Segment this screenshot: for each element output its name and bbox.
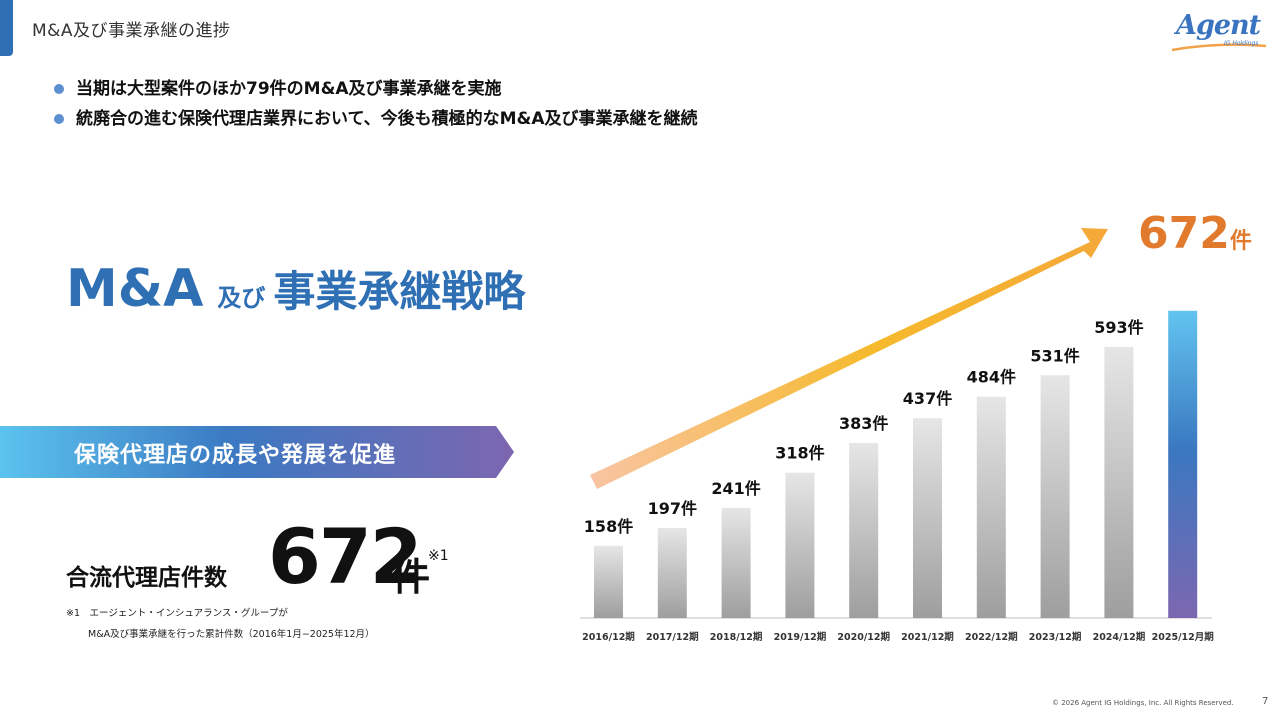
bar-value-label: 241件 [711, 479, 760, 498]
strategy-title-main: 事業承継戦略 [273, 267, 526, 316]
bullet-item: 統廃合の進む保険代理店業界において、今後も積極的なM&A及び事業承継を継続 [54, 104, 698, 134]
bullet-dot-icon [54, 84, 64, 94]
merge-count-unit: 件 [392, 555, 431, 599]
bar [849, 442, 879, 618]
total-count-unit: 件 [1229, 229, 1252, 254]
bar-highlight [1168, 310, 1198, 618]
bar [1104, 346, 1134, 618]
growth-arrow [590, 228, 1108, 489]
bullet-text: 当期は大型案件のほか79件のM&A及び事業承継を実施 [76, 79, 502, 99]
bar [1040, 375, 1070, 618]
x-tick-label: 2019/12期 [774, 631, 827, 643]
page-number: 7 [1262, 696, 1269, 707]
bar-value-label: 531件 [1030, 346, 1079, 365]
bar-value-label: 158件 [584, 517, 633, 536]
logo-subtext: IG Holdings [1224, 40, 1259, 47]
page-title: M&A及び事業承継の進捗 [32, 21, 231, 41]
x-tick-label: 2024/12期 [1093, 631, 1146, 643]
bar-value-label: 437件 [903, 389, 952, 408]
x-tick-label: 2022/12期 [965, 631, 1018, 643]
x-tick-label: 2018/12期 [710, 631, 763, 643]
bar [976, 396, 1006, 618]
logo-text: Agent [1176, 10, 1261, 41]
bar [913, 418, 942, 618]
total-count-value: 672 [1138, 208, 1230, 259]
strategy-title-ma: M&A [66, 259, 204, 319]
bar [594, 545, 623, 618]
bar [785, 472, 815, 618]
strategy-title-and: 及び [217, 284, 266, 312]
footnote-line-1: ※1 エージェント・インシュアランス・グループが [66, 608, 288, 619]
merge-count-label: 合流代理店件数 [66, 565, 227, 591]
banner-text: 保険代理店の成長や発展を促進 [74, 443, 397, 468]
strategy-title: M&A 及び 事業承継戦略 [66, 258, 525, 319]
x-tick-label: 2020/12期 [837, 631, 890, 643]
bullet-list: 当期は大型案件のほか79件のM&A及び事業承継を実施 統廃合の進む保険代理店業界… [54, 74, 698, 134]
footnote-line-2: M&A及び事業承継を行った累計件数（2016年1月−2025年12月） [88, 629, 375, 640]
x-tick-label: 2017/12期 [646, 631, 699, 643]
bullet-text: 統廃合の進む保険代理店業界において、今後も積極的なM&A及び事業承継を継続 [76, 109, 698, 129]
x-tick-label: 2021/12期 [901, 631, 954, 643]
header-accent-bar [0, 0, 13, 56]
bar [721, 507, 751, 618]
banner-arrow [0, 426, 514, 478]
merge-count-note: ※1 [428, 548, 449, 564]
bar-value-label: 593件 [1094, 318, 1143, 337]
bar-value-label: 484件 [967, 368, 1016, 387]
bar [657, 527, 687, 618]
bullet-item: 当期は大型案件のほか79件のM&A及び事業承継を実施 [54, 74, 698, 104]
x-tick-label: 2023/12期 [1029, 631, 1082, 643]
copyright: © 2026 Agent IG Holdings, Inc. All Right… [1052, 699, 1234, 707]
total-count-callout: 672件 [1138, 208, 1252, 259]
x-tick-label: 2025/12月期 [1152, 631, 1214, 643]
bar-value-label: 383件 [839, 414, 888, 433]
x-tick-label: 2016/12期 [582, 631, 635, 643]
bullet-dot-icon [54, 114, 64, 124]
company-logo: Agent IG Holdings [1168, 8, 1268, 56]
bar-value-label: 318件 [775, 444, 824, 463]
bar-value-label: 197件 [648, 499, 697, 518]
logo-swoosh [1171, 43, 1267, 52]
merge-count-value: 672 [268, 512, 423, 601]
